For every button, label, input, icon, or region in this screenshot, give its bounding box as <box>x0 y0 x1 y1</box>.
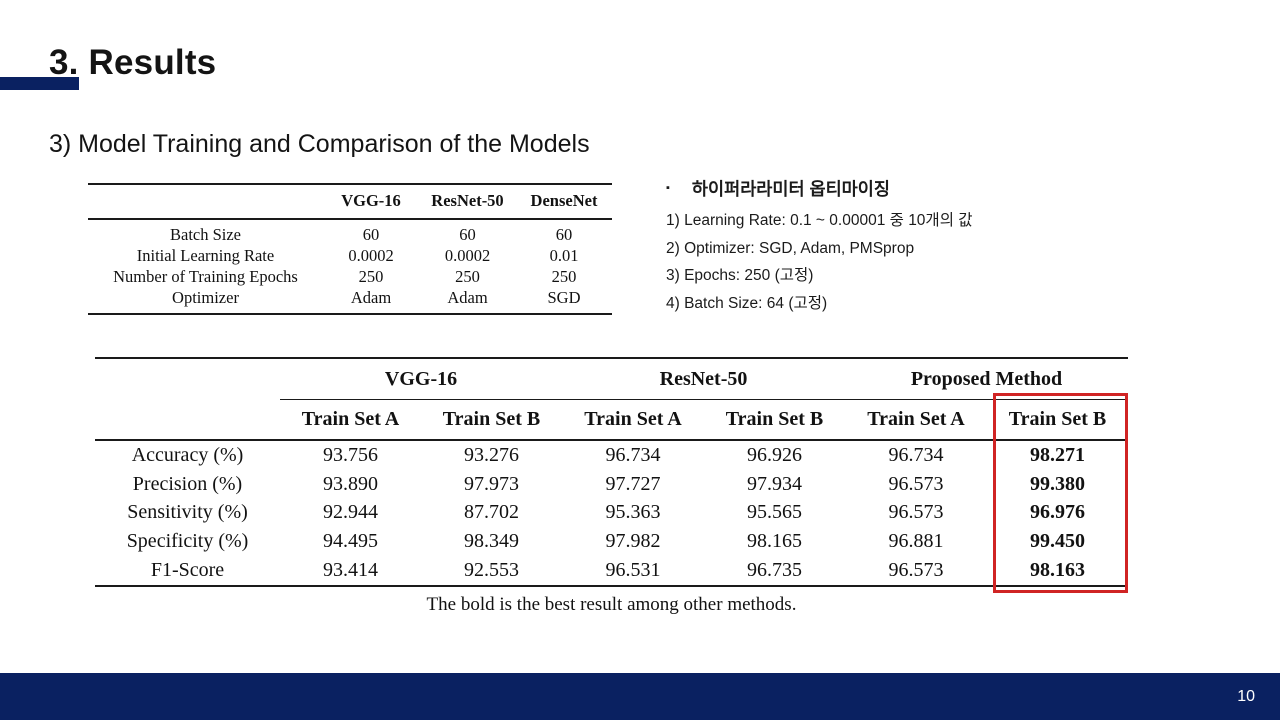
cell-value: 96.573 <box>888 472 944 495</box>
cell-value: 93.890 <box>323 472 378 495</box>
cell-value: 92.944 <box>323 501 378 524</box>
cell-value: 95.565 <box>747 501 802 524</box>
table-row: Precision (%) 93.890 97.973 97.727 97.93… <box>95 470 1128 499</box>
cell-value-best: 99.380 <box>1030 472 1085 495</box>
cell-value: 97.982 <box>605 530 661 553</box>
optimization-panel: ▪ 하이퍼라라미터 옵티마이징 1) Learning Rate: 0.1 ~ … <box>666 176 1096 311</box>
list-item: 4) Batch Size: 64 (고정) <box>666 294 828 312</box>
cell-value: 98.165 <box>747 530 802 553</box>
cell-value: 92.553 <box>464 559 519 582</box>
hyperparams-header-resnet50: ResNet-50 <box>419 184 516 220</box>
cell-value: 97.934 <box>747 472 802 495</box>
cell-value: 96.573 <box>888 559 944 582</box>
cell-value: 96.926 <box>747 443 802 466</box>
cell-value: 60 <box>555 225 573 244</box>
hyperparams-header-densenet: DenseNet <box>516 184 612 220</box>
row-label: Batch Size <box>169 225 242 244</box>
cell-value: 93.414 <box>323 559 378 582</box>
row-label: Number of Training Epochs <box>113 267 298 286</box>
footer-bar: 10 <box>0 673 1280 720</box>
subheader-train-set: Train Set B <box>421 399 562 441</box>
cell-value-best: 98.163 <box>1030 559 1085 582</box>
table-row: Accuracy (%) 93.756 93.276 96.734 96.926… <box>95 440 1128 470</box>
row-label: Sensitivity (%) <box>127 501 248 524</box>
cell-value: 96.734 <box>888 443 944 466</box>
table-row: Optimizer Adam Adam SGD <box>88 287 612 314</box>
cell-value: 0.0002 <box>348 246 394 265</box>
subheader-train-set: Train Set A <box>845 399 987 441</box>
list-item: 3) Epochs: 250 (고정) <box>666 267 814 284</box>
results-header-blank <box>95 358 280 400</box>
bullet-icon: ▪ <box>666 181 670 194</box>
cell-value: 250 <box>358 267 384 286</box>
cell-value: Adam <box>350 288 392 307</box>
hyperparams-header-row: VGG-16 ResNet-50 DenseNet <box>88 184 612 220</box>
subheader-train-set: Train Set B <box>987 399 1128 441</box>
cell-value-best: 99.450 <box>1030 530 1085 553</box>
cell-value: 0.01 <box>549 246 579 265</box>
cell-value: 0.0002 <box>444 246 491 265</box>
cell-value-best: 98.271 <box>1030 443 1085 466</box>
cell-value: 94.495 <box>323 530 378 553</box>
table-caption: The bold is the best result among other … <box>426 593 797 615</box>
row-label: Accuracy (%) <box>131 443 244 466</box>
cell-value: Adam <box>447 288 488 307</box>
cell-value: 93.756 <box>323 443 378 466</box>
cell-value: 93.276 <box>464 443 519 466</box>
cell-value: 250 <box>455 267 480 286</box>
hyperparams-header-blank <box>88 184 323 220</box>
cell-value: 96.573 <box>888 501 944 524</box>
row-label: F1-Score <box>150 559 225 582</box>
cell-value: 95.363 <box>605 501 661 524</box>
subheader-train-set: Train Set B <box>704 399 845 441</box>
results-table-wrap: VGG-16 ResNet-50 Proposed Method Train S… <box>95 357 1128 616</box>
cell-value: 98.349 <box>464 530 519 553</box>
page-title: 3. Results <box>49 43 217 83</box>
group-header-proposed-method: Proposed Method <box>845 358 1128 400</box>
table-row: Number of Training Epochs 250 250 250 <box>88 266 612 287</box>
cell-value: 87.702 <box>464 501 519 524</box>
row-label: Optimizer <box>172 288 239 307</box>
title-accent-bar <box>0 77 79 90</box>
page-subtitle: 3) Model Training and Comparison of the … <box>49 129 590 158</box>
table-row: Initial Learning Rate 0.0002 0.0002 0.01 <box>88 245 612 266</box>
page-number: 10 <box>1237 688 1255 705</box>
cell-value: 96.734 <box>605 443 661 466</box>
results-table: VGG-16 ResNet-50 Proposed Method Train S… <box>95 357 1128 587</box>
cell-value: 60 <box>362 225 380 244</box>
results-subheader-blank <box>95 399 280 441</box>
cell-value: 96.881 <box>888 530 944 553</box>
cell-value: 96.531 <box>605 559 661 582</box>
hyperparams-header-vgg16: VGG-16 <box>323 184 419 220</box>
table-row: Sensitivity (%) 92.944 87.702 95.363 95.… <box>95 499 1128 528</box>
group-header-vgg16: VGG-16 <box>280 358 562 400</box>
subheader-train-set: Train Set A <box>280 399 421 441</box>
cell-value: 97.727 <box>605 472 661 495</box>
results-subheader-row: Train Set A Train Set B Train Set A Trai… <box>95 399 1128 441</box>
cell-value: 250 <box>551 267 577 286</box>
row-label: Initial Learning Rate <box>136 246 275 265</box>
cell-value: 60 <box>459 225 476 244</box>
row-label: Specificity (%) <box>126 530 249 553</box>
optimization-heading: ▪ 하이퍼라라미터 옵티마이징 <box>666 176 1096 201</box>
optimization-heading-text: 하이퍼라라미터 옵티마이징 <box>691 179 890 199</box>
cell-value: SGD <box>547 288 581 307</box>
list-item: 2) Optimizer: SGD, Adam, PMSprop <box>666 239 915 257</box>
group-header-resnet50: ResNet-50 <box>562 358 845 400</box>
hyperparameters-table: VGG-16 ResNet-50 DenseNet Batch Size 60 … <box>88 183 612 315</box>
results-group-header-row: VGG-16 ResNet-50 Proposed Method <box>95 358 1128 400</box>
row-label: Precision (%) <box>132 472 243 495</box>
subheader-train-set: Train Set A <box>562 399 704 441</box>
cell-value: 97.973 <box>464 472 519 495</box>
cell-value: 96.735 <box>747 559 802 582</box>
table-row: Batch Size 60 60 60 <box>88 219 612 245</box>
table-row: Specificity (%) 94.495 98.349 97.982 98.… <box>95 527 1128 556</box>
table-row: F1-Score 93.414 92.553 96.531 96.735 96.… <box>95 556 1128 586</box>
cell-value-best: 96.976 <box>1030 501 1085 524</box>
list-item: 1) Learning Rate: 0.1 ~ 0.00001 중 10개의 값 <box>666 212 973 229</box>
